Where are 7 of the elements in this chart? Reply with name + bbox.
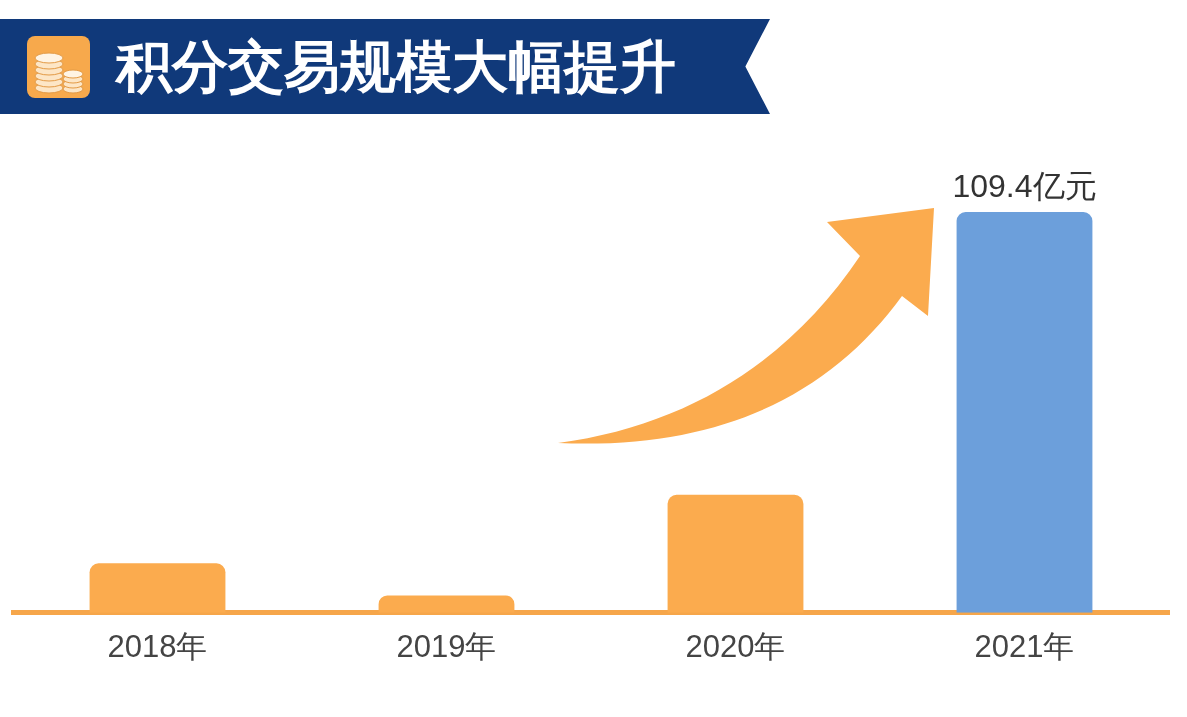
x-tick-label: 2019年: [396, 628, 497, 664]
bar: [956, 212, 1093, 613]
chart-title: 积分交易规模大幅提升: [116, 34, 676, 99]
data-label: 109.4亿元: [952, 168, 1097, 204]
x-tick-label: 2021年: [974, 628, 1075, 664]
x-tick-label: 2018年: [107, 628, 208, 664]
x-tick-label: 2020年: [685, 628, 786, 664]
